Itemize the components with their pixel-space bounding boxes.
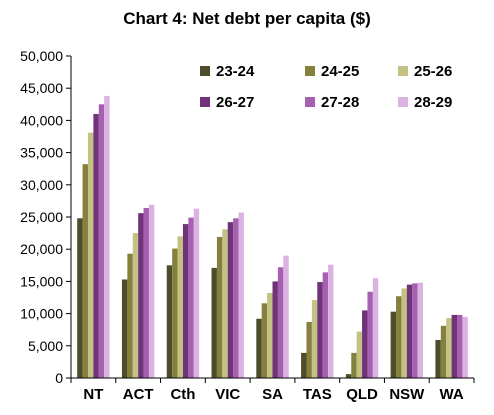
y-tick-label: 35,000 [20,145,63,161]
bar-vic-28-29 [238,212,244,378]
bar-cth-27-28 [188,217,194,378]
bar-tas-24-25 [306,321,312,378]
y-tick-label: 10,000 [20,306,63,322]
legend-label-24-25: 24-25 [321,63,359,80]
bar-sa-24-25 [261,303,268,378]
x-tick-label: ACT [123,386,154,403]
legend: 23-24 24-25 25-26 26-27 27-28 28-29 [200,63,452,111]
bar-vic-26-27 [227,222,234,378]
y-tick-label: 15,000 [20,273,63,289]
bars [77,95,468,379]
bar-sa-26-27 [272,281,278,378]
bar-nt-23-24 [77,218,83,378]
x-tick-label: Cth [170,386,195,403]
bar-vic-27-28 [233,218,239,378]
bar-tas-27-28 [322,272,329,378]
legend-swatch-27-28 [305,97,315,107]
legend-label-25-26: 25-26 [414,63,452,80]
bar-nt-27-28 [98,104,105,379]
bar-nsw-23-24 [390,311,397,378]
x-tick-label: TAS [303,386,332,403]
bar-nt-24-25 [82,164,88,378]
bar-wa-27-28 [457,314,463,378]
y-tick-label: 40,000 [20,112,63,128]
bar-cth-23-24 [166,265,173,378]
bar-sa-28-29 [283,255,289,378]
legend-label-23-24: 23-24 [216,63,255,80]
bar-qld-23-24 [345,374,352,378]
y-tick-label: 45,000 [20,80,63,96]
bar-nsw-27-28 [412,283,418,378]
bar-qld-25-26 [356,331,363,378]
bar-vic-23-24 [211,267,217,378]
bar-wa-25-26 [446,318,452,378]
y-axis: 0 5,000 10,000 15,000 20,000 25,000 30,000 35,0… [20,48,72,386]
bar-qld-24-25 [351,352,357,378]
chart-title: Chart 4: Net debt per capita ($) [123,9,371,28]
x-axis: NT ACT Cth VIC SA TAS QLD NSW WA [70,377,475,403]
bar-cth-24-25 [172,248,178,378]
bar-cth-28-29 [193,208,200,378]
y-tick-label: 30,000 [20,177,63,193]
bar-act-28-29 [148,204,155,378]
bar-tas-23-24 [301,352,307,378]
y-tick-label: 50,000 [20,48,63,64]
bar-nt-26-27 [93,113,99,379]
bar-act-25-26 [132,233,139,378]
bar-cth-26-27 [182,224,189,378]
bar-nt-25-26 [87,132,94,378]
legend-swatch-24-25 [305,66,315,76]
bar-qld-26-27 [362,310,368,378]
bar-sa-27-28 [277,267,284,378]
bar-cth-25-26 [177,236,183,378]
bar-wa-26-27 [451,314,458,378]
bar-wa-23-24 [435,340,441,378]
bar-nsw-25-26 [401,288,407,378]
y-tick-label: 25,000 [20,209,63,225]
bar-wa-28-29 [462,316,468,378]
bar-wa-24-25 [440,325,447,378]
legend-label-27-28: 27-28 [321,94,359,111]
y-tick-label: 20,000 [20,241,63,257]
bar-nsw-24-25 [396,296,402,378]
bar-vic-25-26 [222,229,228,378]
bar-qld-27-28 [367,291,373,378]
y-tick-label: 0 [55,370,63,386]
bar-vic-24-25 [216,236,223,378]
bar-act-24-25 [127,253,133,378]
legend-swatch-25-26 [398,66,408,76]
bar-act-26-27 [138,213,144,378]
legend-swatch-26-27 [200,97,210,107]
bar-act-23-24 [121,279,128,378]
x-tick-label: SA [262,386,283,403]
bar-nsw-28-29 [417,282,424,378]
bar-qld-28-29 [372,278,379,378]
legend-label-26-27: 26-27 [216,94,254,111]
bar-tas-26-27 [317,282,323,378]
x-tick-label: NSW [389,386,425,403]
x-tick-label: NT [83,386,103,403]
bar-nsw-26-27 [406,284,413,378]
x-tick-label: VIC [215,386,240,403]
x-tick-label: WA [440,386,464,403]
legend-label-28-29: 28-29 [414,94,452,111]
y-tick-label: 5,000 [28,338,63,354]
legend-swatch-28-29 [398,97,408,107]
bar-tas-28-29 [328,264,334,378]
bar-nt-28-29 [104,95,110,378]
bar-act-27-28 [143,207,149,378]
legend-swatch-23-24 [200,66,210,76]
x-tick-label: QLD [346,386,378,403]
bar-sa-25-26 [267,292,273,378]
bar-sa-23-24 [256,318,262,378]
bar-tas-25-26 [311,300,318,378]
